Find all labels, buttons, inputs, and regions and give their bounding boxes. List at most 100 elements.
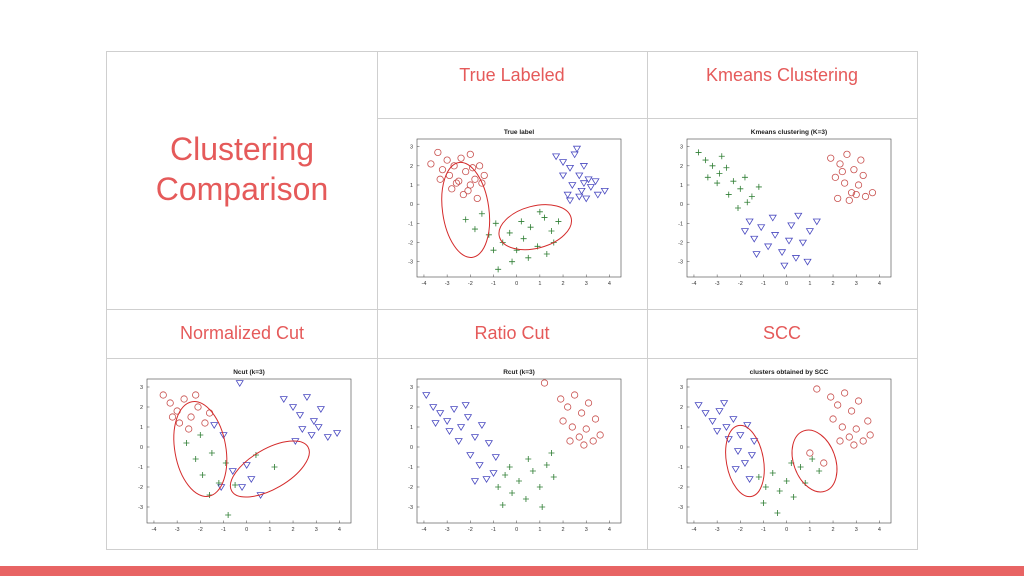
data-point-triangle <box>803 258 812 266</box>
data-point-triangle <box>745 218 754 226</box>
data-point-plus <box>536 208 543 215</box>
data-point-triangle <box>477 422 487 429</box>
data-point-circle <box>829 415 837 423</box>
data-point-circle <box>845 433 853 441</box>
data-point-triangle <box>731 466 740 473</box>
data-point-circle <box>469 164 477 172</box>
data-point-triangle <box>466 452 475 459</box>
data-point-circle <box>427 160 435 168</box>
y-tick-label: 2 <box>410 405 413 411</box>
data-point-plus <box>760 500 767 506</box>
data-point-triangle <box>586 184 595 191</box>
x-tick-label: 4 <box>338 527 341 533</box>
data-point-circle <box>813 385 821 393</box>
y-tick-label: -2 <box>408 485 413 491</box>
header-normalized-cut: Normalized Cut <box>179 323 305 343</box>
data-point-circle <box>859 171 867 180</box>
data-point-triangle <box>791 255 801 262</box>
data-point-circle <box>434 148 442 157</box>
data-point-circle <box>834 194 842 203</box>
data-point-plus <box>199 472 206 478</box>
data-point-circle <box>841 389 849 397</box>
y-tick-label: -1 <box>138 465 143 471</box>
data-point-circle <box>852 190 860 199</box>
x-tick-label: 0 <box>785 527 788 533</box>
data-point-plus <box>495 266 502 273</box>
title-cell: Clustering Comparison <box>107 52 377 309</box>
data-point-circle <box>854 181 863 189</box>
data-point-triangle <box>565 164 575 172</box>
data-point-circle <box>478 179 486 187</box>
y-tick-label: -2 <box>678 241 683 247</box>
data-point-circle <box>557 395 565 403</box>
data-point-triangle <box>708 418 717 425</box>
data-point-plus <box>509 490 516 496</box>
data-point-triangle <box>461 402 470 409</box>
y-tick-label: 0 <box>140 445 143 451</box>
cluster-ellipse <box>498 204 572 251</box>
data-point-triangle <box>750 235 759 243</box>
data-point-plus <box>525 254 532 261</box>
header-true-labeled: True Labeled <box>459 64 565 85</box>
data-point-triangle <box>787 222 796 230</box>
rcut-chart: Rcut (k=3) -4 -3 -2 -1 0 1 2 3 4 -3 -2 -1 0 1 2 3 <box>408 369 622 533</box>
x-tick-label: 2 <box>292 527 295 533</box>
y-tick-label: 3 <box>140 385 143 391</box>
data-point-plus <box>737 185 744 192</box>
data-point-triangle <box>323 434 332 441</box>
data-point-circle <box>443 156 451 164</box>
x-tick-label: 2 <box>562 527 565 533</box>
data-point-triangle <box>582 195 591 203</box>
x-tick-label: -4 <box>692 281 697 287</box>
x-tick-label: 0 <box>785 281 788 287</box>
y-tick-label: -2 <box>678 485 683 491</box>
data-point-plus <box>516 478 522 484</box>
data-point-plus <box>225 512 232 518</box>
data-point-triangle <box>752 251 761 258</box>
row-divider <box>107 358 917 359</box>
data-point-plus <box>232 482 239 488</box>
data-point-plus <box>783 478 790 484</box>
x-tick-label: -4 <box>692 527 697 533</box>
y-tick-label: 3 <box>410 385 413 391</box>
data-point-triangle <box>575 172 584 180</box>
data-point-circle <box>175 419 184 427</box>
data-point-triangle <box>579 180 589 188</box>
plot-ncut: Ncut (k=3) -4 -3 -2 -1 0 1 2 3 4 -3 -2 -1 0 1 2 3 <box>117 363 367 545</box>
header-ratio-cut: Ratio Cut <box>474 323 550 343</box>
data-point-triangle <box>694 402 703 409</box>
data-point-plus <box>555 218 562 225</box>
y-tick-label: 2 <box>140 405 143 411</box>
data-point-triangle <box>722 424 731 431</box>
x-tick-label: 1 <box>538 281 541 287</box>
data-point-triangle <box>768 214 777 222</box>
cluster-ellipse <box>725 424 765 498</box>
data-point-plus <box>735 205 741 211</box>
data-point-triangle <box>454 438 463 445</box>
data-point-triangle <box>798 239 808 247</box>
data-point-triangle <box>736 432 745 439</box>
data-point-circle <box>854 397 863 405</box>
column-divider <box>647 52 648 549</box>
y-tick-label: -1 <box>408 221 413 227</box>
data-point-triangle <box>575 193 584 201</box>
data-point-triangle <box>316 406 325 413</box>
data-point-triangle <box>729 416 738 423</box>
data-point-plus <box>548 228 555 234</box>
data-point-plus <box>506 229 513 236</box>
comparison-table: Clustering Comparison True Labeled Kmean… <box>106 51 918 550</box>
data-point-plus <box>762 484 769 490</box>
data-point-circle <box>540 379 549 387</box>
x-tick-label: -3 <box>175 527 180 533</box>
data-point-plus <box>816 468 823 474</box>
x-tick-label: 4 <box>608 281 611 287</box>
data-point-triangle <box>740 228 750 235</box>
data-point-plus <box>541 214 548 221</box>
data-point-circle <box>455 177 463 185</box>
data-point-circle <box>827 393 835 401</box>
data-point-triangle <box>733 448 743 455</box>
data-point-plus <box>543 462 550 468</box>
data-point-plus <box>543 251 550 257</box>
x-tick-label: 3 <box>585 527 588 533</box>
x-tick-label: -3 <box>445 281 450 287</box>
